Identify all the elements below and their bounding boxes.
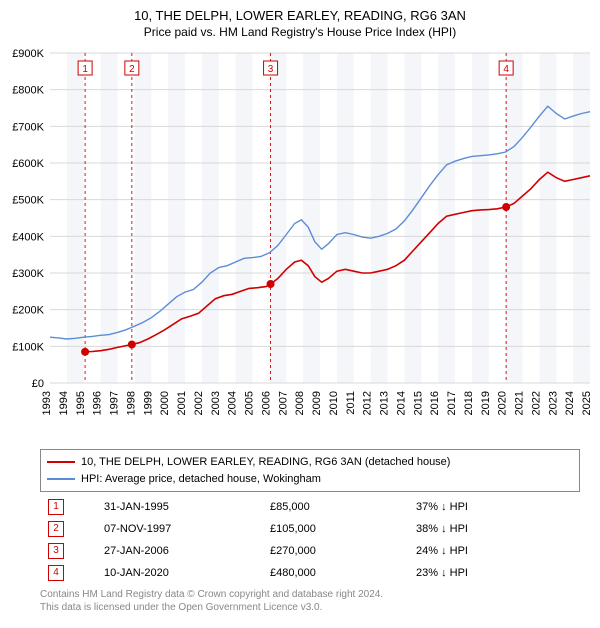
event-date: 10-JAN-2020	[96, 562, 262, 584]
svg-text:1: 1	[82, 64, 88, 75]
event-row: 2 07-NOV-1997£105,00038% ↓ HPI	[40, 518, 580, 540]
legend-item-hpi: HPI: Average price, detached house, Woki…	[47, 471, 573, 488]
svg-text:£200K: £200K	[12, 305, 44, 317]
svg-text:£100K: £100K	[12, 341, 44, 353]
attribution-line1: Contains HM Land Registry data © Crown c…	[40, 588, 580, 601]
chart-title: 10, THE DELPH, LOWER EARLEY, READING, RG…	[0, 8, 600, 23]
svg-text:2000: 2000	[159, 391, 171, 415]
event-date: 27-JAN-2006	[96, 540, 262, 562]
svg-text:2022: 2022	[530, 391, 542, 415]
svg-text:1995: 1995	[75, 391, 87, 415]
legend-item-property: 10, THE DELPH, LOWER EARLEY, READING, RG…	[47, 454, 573, 471]
svg-text:2015: 2015	[412, 391, 424, 415]
svg-text:2006: 2006	[260, 391, 272, 415]
svg-text:1999: 1999	[142, 391, 154, 415]
svg-text:£700K: £700K	[12, 121, 44, 133]
svg-text:2012: 2012	[362, 391, 374, 415]
event-date: 31-JAN-1995	[96, 496, 262, 518]
svg-text:£800K: £800K	[12, 85, 44, 97]
event-delta: 24% ↓ HPI	[408, 540, 580, 562]
chart-subtitle: Price paid vs. HM Land Registry's House …	[0, 25, 600, 39]
svg-text:3: 3	[268, 64, 274, 75]
legend-label-property: 10, THE DELPH, LOWER EARLEY, READING, RG…	[81, 454, 450, 471]
svg-text:£600K: £600K	[12, 158, 44, 170]
event-date: 07-NOV-1997	[96, 518, 262, 540]
legend-label-hpi: HPI: Average price, detached house, Woki…	[81, 471, 321, 488]
svg-text:2020: 2020	[497, 391, 509, 415]
svg-text:1994: 1994	[58, 391, 70, 415]
svg-text:2008: 2008	[294, 391, 306, 415]
svg-text:1996: 1996	[92, 391, 104, 415]
svg-text:£0: £0	[32, 378, 44, 390]
svg-text:2011: 2011	[345, 391, 357, 415]
svg-text:2003: 2003	[210, 391, 222, 415]
event-row: 1 31-JAN-1995£85,00037% ↓ HPI	[40, 496, 580, 518]
event-price: £105,000	[262, 518, 408, 540]
svg-text:1993: 1993	[41, 391, 53, 415]
event-marker-box: 4	[48, 565, 64, 581]
svg-text:£500K: £500K	[12, 195, 44, 207]
svg-text:2002: 2002	[193, 391, 205, 415]
svg-text:2010: 2010	[328, 391, 340, 415]
attribution: Contains HM Land Registry data © Crown c…	[40, 588, 580, 614]
svg-text:2: 2	[129, 64, 135, 75]
legend-swatch-property	[47, 461, 75, 463]
event-price: £85,000	[262, 496, 408, 518]
event-marker-box: 3	[48, 543, 64, 559]
legend-box: 10, THE DELPH, LOWER EARLEY, READING, RG…	[40, 449, 580, 492]
svg-text:2021: 2021	[514, 391, 526, 415]
attribution-line2: This data is licensed under the Open Gov…	[40, 601, 580, 614]
svg-text:£900K: £900K	[12, 48, 44, 60]
svg-text:2009: 2009	[311, 391, 323, 415]
svg-text:2004: 2004	[227, 391, 239, 415]
svg-text:2005: 2005	[244, 391, 256, 415]
svg-text:4: 4	[503, 64, 509, 75]
svg-text:2017: 2017	[446, 391, 458, 415]
event-delta: 23% ↓ HPI	[408, 562, 580, 584]
event-delta: 37% ↓ HPI	[408, 496, 580, 518]
svg-text:£300K: £300K	[12, 268, 44, 280]
svg-text:2024: 2024	[564, 391, 576, 415]
events-table: 1 31-JAN-1995£85,00037% ↓ HPI 2 07-NOV-1997…	[40, 496, 580, 584]
event-marker-box: 1	[48, 499, 64, 515]
chart-svg: £0 £100K £200K £300K £400K £500K £600K £700K £80…	[0, 43, 600, 443]
svg-text:2014: 2014	[395, 391, 407, 415]
chart-area: £0 £100K £200K £300K £400K £500K £600K £700K £80…	[0, 43, 600, 443]
svg-text:2007: 2007	[277, 391, 289, 415]
svg-text:2023: 2023	[547, 391, 559, 415]
svg-text:1998: 1998	[125, 391, 137, 415]
svg-text:2013: 2013	[379, 391, 391, 415]
legend-swatch-hpi	[47, 478, 75, 480]
svg-text:2018: 2018	[463, 391, 475, 415]
svg-text:2025: 2025	[581, 391, 593, 415]
event-price: £270,000	[262, 540, 408, 562]
event-marker-box: 2	[48, 521, 64, 537]
svg-text:2001: 2001	[176, 391, 188, 415]
svg-text:£400K: £400K	[12, 231, 44, 243]
event-row: 4 10-JAN-2020£480,00023% ↓ HPI	[40, 562, 580, 584]
event-price: £480,000	[262, 562, 408, 584]
svg-text:2016: 2016	[429, 391, 441, 415]
event-row: 3 27-JAN-2006£270,00024% ↓ HPI	[40, 540, 580, 562]
event-delta: 38% ↓ HPI	[408, 518, 580, 540]
svg-text:2019: 2019	[480, 391, 492, 415]
svg-text:1997: 1997	[109, 391, 121, 415]
